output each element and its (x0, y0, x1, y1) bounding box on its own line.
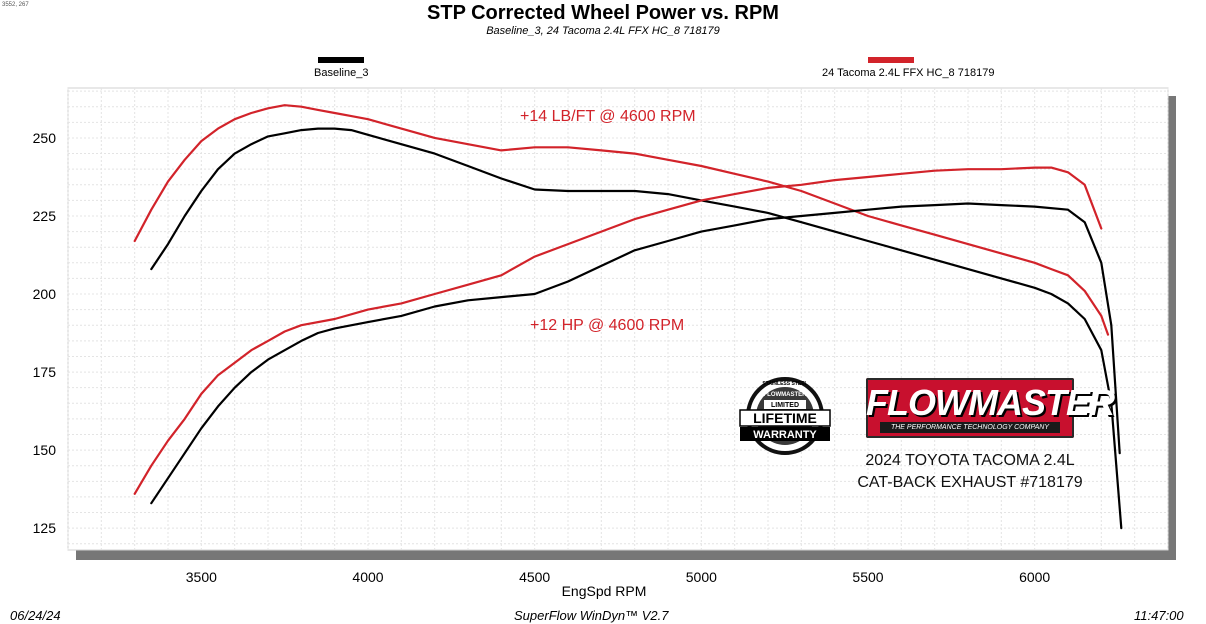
legend-swatch-modified (868, 57, 914, 63)
hp-gain-annotation: +12 HP @ 4600 RPM (530, 317, 685, 334)
footer-time: 11:47:00 (1134, 608, 1184, 623)
y-tick-label: 175 (33, 364, 57, 380)
footer-date: 06/24/24 (10, 608, 61, 623)
x-tick-label: 3500 (186, 569, 217, 585)
warranty-limited: LIMITED (771, 402, 799, 409)
x-tick-label: 4000 (352, 569, 383, 585)
vehicle-line-1: 2024 TOYOTA TACOMA 2.4L (865, 452, 1075, 469)
y-tick-label: 200 (33, 286, 57, 302)
flowmaster-tagline: THE PERFORMANCE TECHNOLOGY COMPANY (880, 422, 1060, 433)
y-tick-label: 125 (33, 520, 57, 536)
series-line-torque-baseline (150, 127, 1123, 530)
x-tick-label: 5500 (852, 569, 883, 585)
torque-gain-annotation: +14 LB/FT @ 4600 RPM (520, 108, 696, 125)
legend-swatch-baseline (318, 57, 364, 63)
series-lines (133, 104, 1123, 530)
y-tick-label: 225 (33, 208, 57, 224)
chart-subtitle: Baseline_3, 24 Tacoma 2.4L FFX HC_8 7181… (486, 25, 720, 37)
x-tick-label: 6000 (1019, 569, 1050, 585)
flowmaster-wordmark: FLOWMASTER (866, 382, 1115, 423)
x-tick-label: 4500 (519, 569, 550, 585)
vehicle-line-2: CAT-BACK EXHAUST #718179 (857, 474, 1083, 491)
legend-label-modified: 24 Tacoma 2.4L FFX HC_8 718179 (822, 67, 995, 79)
x-axis-label: EngSpd RPM (562, 583, 647, 599)
series-line-power-baseline (150, 202, 1121, 505)
warranty-stainless: STAINLESS STEEL (762, 381, 807, 387)
series-line-power-modified (133, 166, 1103, 495)
x-tick-label: 5000 (686, 569, 717, 585)
lifetime-warranty-badge: FLOWMASTER LIMITED LIFETIME WARRANTY STA… (739, 377, 831, 455)
chart-title: STP Corrected Wheel Power vs. RPM (427, 2, 779, 24)
x-tick-labels: 3500 4000 4500 5000 5500 6000 (186, 569, 1051, 585)
warranty-lifetime: LIFETIME (753, 410, 817, 426)
warranty-warranty: WARRANTY (753, 429, 817, 441)
series-line-torque-modified (133, 104, 1110, 336)
warranty-brand: FLOWMASTER (764, 392, 808, 398)
y-tick-labels: 125 150 175 200 225 250 (33, 130, 57, 536)
legend-label-baseline: Baseline_3 (314, 67, 369, 79)
footer-software: SuperFlow WinDyn™ V2.7 (514, 608, 669, 623)
plot-area (67, 87, 1169, 551)
corner-id: 3552, 267 (2, 2, 29, 8)
y-tick-label: 150 (33, 442, 57, 458)
y-tick-label: 250 (33, 130, 57, 146)
flowmaster-logo: FLOWMASTER THE PERFORMANCE TECHNOLOGY CO… (866, 378, 1115, 438)
